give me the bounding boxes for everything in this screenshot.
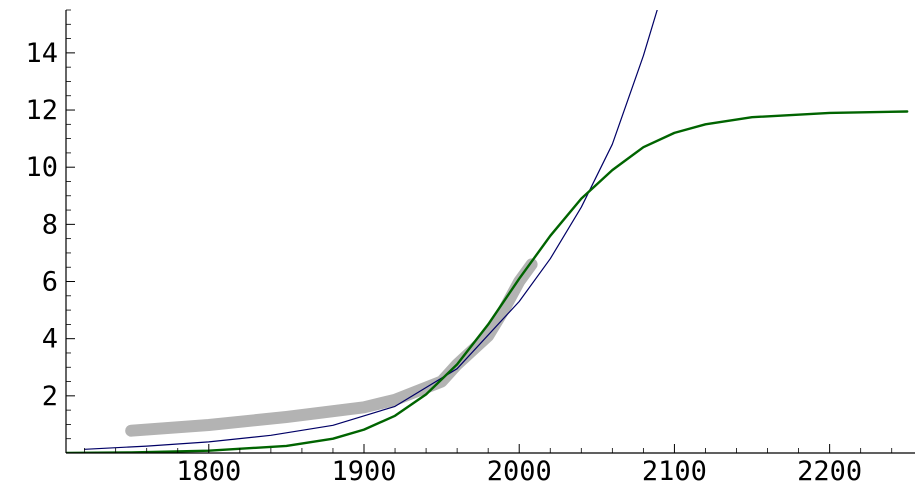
x-tick-label: 2000 xyxy=(487,456,552,485)
x-tick-label: 2200 xyxy=(797,456,862,485)
y-tick-label: 8 xyxy=(42,209,58,240)
y-tick-label: 2 xyxy=(42,381,58,412)
series-layer xyxy=(66,10,909,453)
series-line-3 xyxy=(66,110,909,453)
series-line-2 xyxy=(83,10,658,450)
y-tick-label: 12 xyxy=(25,95,58,126)
x-tick-label: 2100 xyxy=(642,456,707,485)
tick-labels: 1800 1900 2000 2100 2200 2 4 6 8 10 12 14 xyxy=(25,38,862,485)
x-tick-label: 1900 xyxy=(331,456,396,485)
axes-layer xyxy=(65,10,915,454)
y-tick-label: 4 xyxy=(42,324,58,355)
x-tick-label: 1800 xyxy=(176,456,241,485)
series-line-1 xyxy=(125,258,538,437)
y-tick-label: 6 xyxy=(42,267,58,298)
y-tick-label: 10 xyxy=(25,152,58,183)
y-tick-label: 14 xyxy=(25,38,58,69)
ticks-layer xyxy=(66,9,893,453)
